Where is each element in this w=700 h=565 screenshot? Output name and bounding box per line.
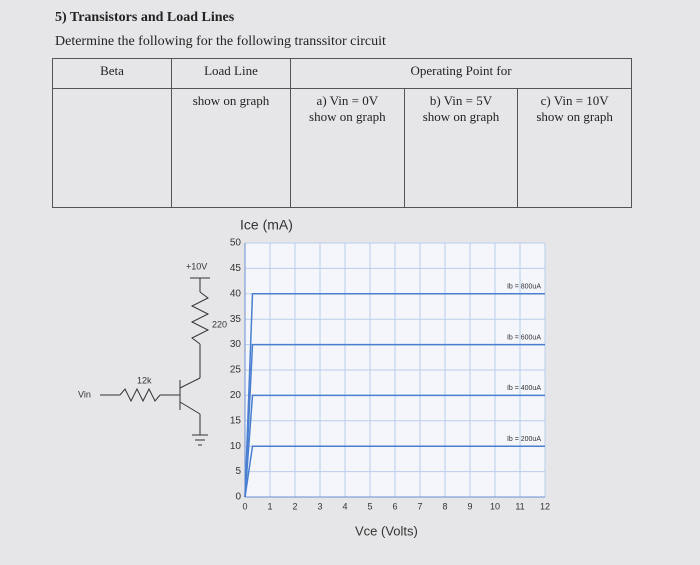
- y-tick-label: 25: [230, 365, 242, 376]
- y-tick-label: 35: [230, 314, 242, 325]
- y-tick-label: 5: [235, 466, 241, 477]
- load-line-cell: show on graph: [171, 88, 291, 208]
- cell-head: c) Vin = 10V: [540, 93, 609, 108]
- y-tick-label: 0: [235, 492, 241, 503]
- x-tick-label: 2: [292, 501, 297, 511]
- x-tick-label: 1: [267, 501, 272, 511]
- supply-label: +10V: [186, 261, 207, 271]
- cell-text: show on graph: [422, 109, 500, 124]
- x-tick-label: 9: [467, 501, 472, 511]
- x-tick-label: 3: [317, 501, 322, 511]
- x-tick-label: 7: [417, 501, 422, 511]
- curve-label: Ib = 200uA: [507, 436, 541, 443]
- x-tick-label: 0: [242, 501, 247, 511]
- resistor-label: 12k: [137, 375, 152, 385]
- op-b-cell: b) Vin = 5V show on graph: [403, 88, 519, 208]
- cell-text: show on graph: [536, 109, 613, 124]
- x-tick-label: 4: [342, 501, 347, 511]
- y-tick-label: 45: [230, 263, 242, 274]
- x-tick-label: 10: [490, 501, 500, 511]
- cell-text: show on graph: [192, 93, 270, 108]
- instruction: Determine the following for the followin…: [55, 34, 386, 49]
- input-label: Vin: [78, 389, 91, 399]
- x-tick-label: 11: [515, 501, 524, 511]
- title: 5) Transistors and Load Lines: [55, 10, 235, 25]
- x-axis-label: Vce (Volts): [355, 523, 418, 538]
- y-tick-label: 15: [230, 415, 242, 426]
- y-tick-label: 10: [230, 441, 242, 452]
- op-c-cell: c) Vin = 10V show on graph: [517, 88, 632, 208]
- x-tick-label: 6: [392, 501, 397, 511]
- y-tick-label: 20: [230, 390, 242, 401]
- y-tick-label: 30: [230, 339, 242, 350]
- curve: [244, 445, 545, 498]
- curve-label: Ib = 400uA: [507, 385, 541, 392]
- curve: [244, 394, 545, 498]
- curve: [244, 293, 545, 498]
- cell-head: b) Vin = 5V: [429, 93, 493, 108]
- curve: [244, 343, 545, 498]
- resistor-label: 220: [212, 319, 227, 329]
- y-axis-label: Ice (mA): [240, 217, 293, 233]
- y-tick-label: 40: [230, 288, 242, 299]
- cell-head: a) Vin = 0V: [316, 93, 379, 108]
- op-a-cell: a) Vin = 0V show on graph: [290, 88, 405, 208]
- x-tick-label: 8: [442, 501, 447, 511]
- answer-table: Beta Load Line Operating Point for show …: [52, 58, 632, 208]
- curve-label: Ib = 800uA: [507, 284, 541, 291]
- curve-label: Ib = 600uA: [507, 334, 541, 341]
- y-tick-label: 50: [230, 238, 242, 249]
- cell-text: show on graph: [309, 109, 386, 124]
- x-tick-label: 5: [367, 501, 372, 511]
- circuit: [100, 277, 210, 446]
- x-tick-label: 12: [540, 501, 550, 511]
